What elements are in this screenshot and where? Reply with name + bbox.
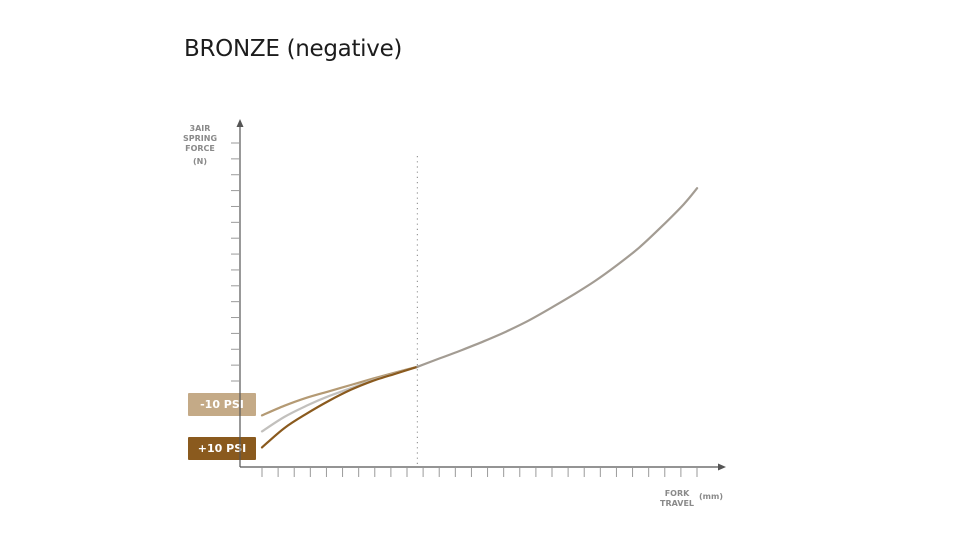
legend-minus-10-psi: -10 PSI [188, 393, 256, 416]
series-baseline [260, 365, 419, 433]
series-group [260, 187, 699, 449]
legend-plus-10-psi: +10 PSI [188, 437, 256, 460]
series-plus-10-psi [260, 365, 419, 449]
chart-title: BRONZE (negative) [184, 36, 403, 62]
x-axis-label: FORK TRAVEL [654, 489, 700, 509]
ticks [231, 142, 698, 477]
y-axis-arrow [236, 119, 244, 127]
x-axis-label-line-1: FORK [664, 489, 690, 498]
y-axis-label-line-2: SPRING [182, 134, 218, 143]
y-axis-label-line-3: FORCE [185, 144, 215, 153]
x-axis-arrow [718, 463, 726, 471]
axes [236, 119, 726, 471]
series-shared-curve [416, 187, 699, 368]
x-axis-label-line-2: TRAVEL [659, 499, 695, 508]
y-axis-unit: (N) [192, 157, 207, 166]
x-axis-unit: (mm) [699, 492, 723, 501]
y-axis-label: 3AIR SPRING FORCE (N) [170, 124, 230, 167]
y-axis-label-line-1: 3AIR [189, 124, 211, 133]
